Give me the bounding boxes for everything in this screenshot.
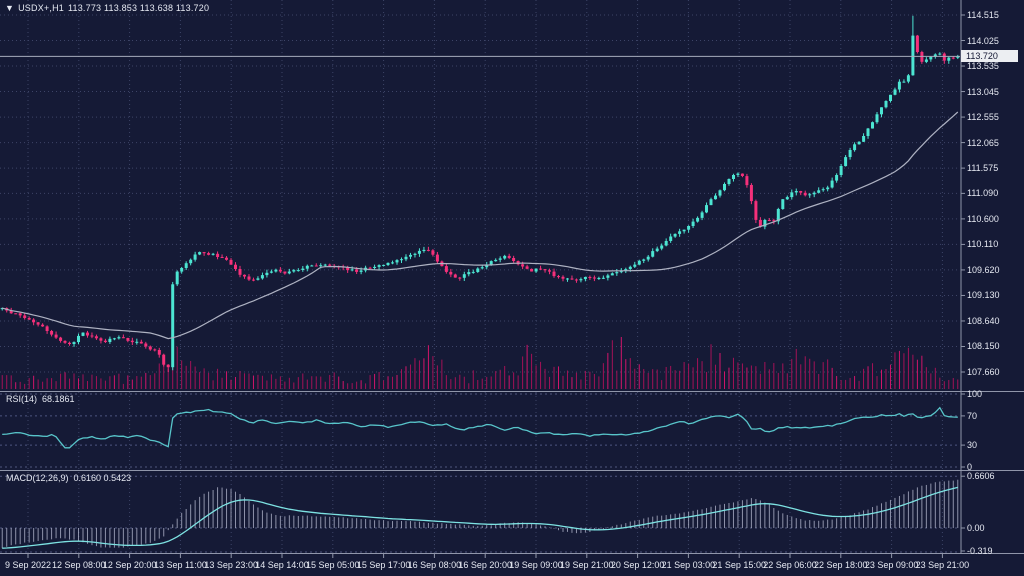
- symbol-dropdown-icon[interactable]: ▼: [5, 3, 15, 13]
- chart-title: ▼ USDX+,H1 113.773 113.853 113.638 113.720: [5, 3, 213, 13]
- rsi-indicator-label: RSI(14) 68.1861: [6, 394, 80, 404]
- macd-name: MACD(12,26,9): [6, 473, 69, 483]
- rsi-name: RSI(14): [6, 394, 38, 404]
- rsi-value: 68.1861: [42, 394, 75, 404]
- current-price-tag: 113.720: [961, 50, 1018, 63]
- symbol-timeframe: USDX+,H1: [18, 3, 64, 13]
- macd-values: 0.6160 0.5423: [73, 473, 132, 483]
- ohlc-values: 113.773 113.853 113.638 113.720: [67, 3, 210, 13]
- macd-indicator-label: MACD(12,26,9) 0.6160 0.5423: [6, 473, 136, 483]
